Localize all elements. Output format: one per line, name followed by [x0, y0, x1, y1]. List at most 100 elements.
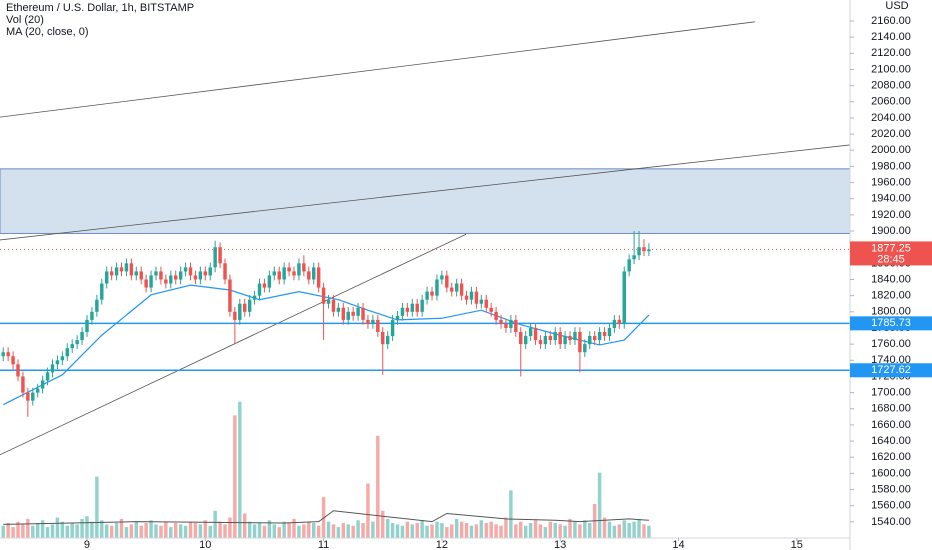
- volume-bar: [346, 524, 350, 538]
- candle-body: [149, 275, 153, 288]
- candle-body: [509, 319, 513, 328]
- candle-body: [297, 263, 301, 276]
- volume-bar: [139, 525, 143, 538]
- volume-bar: [425, 525, 429, 538]
- volume-bar: [445, 527, 449, 538]
- volume-bar: [395, 524, 400, 538]
- candle-body: [341, 307, 346, 320]
- y-tick-label: 2040.00: [871, 112, 911, 124]
- candle-body: [479, 299, 484, 304]
- volume-bar: [316, 525, 321, 538]
- volume-bar: [134, 521, 139, 538]
- candle-body: [316, 267, 321, 288]
- candle-body: [533, 327, 538, 341]
- volume-bar: [538, 524, 543, 538]
- volume-bar: [479, 520, 484, 538]
- volume-bar: [553, 523, 557, 538]
- candle-body: [528, 327, 533, 337]
- volume-bar: [376, 435, 380, 538]
- volume-bar: [415, 523, 419, 538]
- candle-body: [410, 303, 415, 312]
- volume-bar: [287, 523, 291, 538]
- volume-bar: [272, 524, 277, 538]
- volume-bar: [440, 523, 444, 538]
- volume-bar: [75, 524, 79, 538]
- volume-bar: [124, 527, 129, 538]
- candle-body: [420, 299, 424, 312]
- candle-body: [371, 319, 375, 324]
- y-tick-label: 1660.00: [871, 419, 911, 431]
- y-tick-label: 1920.00: [871, 209, 911, 221]
- volume-bar: [228, 517, 232, 538]
- volume-bar: [193, 523, 198, 538]
- volume-bar: [80, 518, 84, 538]
- candle-body: [376, 319, 380, 333]
- y-tick-label: 1740.00: [871, 354, 911, 366]
- candle-body: [523, 336, 528, 345]
- candle-body: [272, 271, 277, 276]
- volume-bar: [262, 525, 267, 538]
- volume-bar: [371, 521, 375, 538]
- volume-bar: [45, 527, 50, 538]
- volume-bar: [504, 517, 508, 538]
- x-tick-label: 9: [84, 539, 90, 550]
- volume-bar: [292, 518, 296, 538]
- y-tick-label: 1600.00: [871, 467, 911, 479]
- candle-body: [85, 319, 89, 333]
- candle-body: [331, 299, 336, 312]
- volume-bar: [55, 517, 60, 538]
- currency-label: USD: [885, 0, 908, 12]
- y-tick-label: 2100.00: [871, 63, 911, 75]
- volume-bar: [173, 523, 178, 538]
- candle-body: [484, 299, 488, 308]
- candle-body: [233, 311, 237, 320]
- volume-bar: [366, 483, 370, 538]
- candle-body: [203, 271, 208, 276]
- volume-bar: [31, 525, 35, 538]
- volume-bar: [208, 525, 212, 538]
- candle-body: [26, 392, 30, 401]
- candle-body: [405, 307, 410, 312]
- volume-bar: [420, 520, 424, 538]
- candle-body: [385, 336, 390, 345]
- candle-body: [164, 279, 168, 284]
- volume-bar: [247, 521, 252, 538]
- candle-body: [11, 356, 15, 365]
- volume-bar: [622, 520, 626, 538]
- volume-bar: [183, 525, 188, 538]
- candle-body: [519, 332, 523, 345]
- candle-body: [193, 275, 198, 280]
- volume-bar: [312, 523, 316, 538]
- candle-body: [198, 271, 203, 280]
- volume-bar: [336, 527, 341, 538]
- volume-bar: [114, 523, 119, 538]
- volume-bar: [578, 524, 582, 538]
- candle-body: [321, 287, 326, 304]
- volume-bar: [469, 525, 474, 538]
- candle-body: [35, 388, 40, 393]
- volume-bar: [381, 510, 385, 538]
- volume-bar: [385, 518, 390, 538]
- candle-body: [262, 283, 267, 288]
- volume-bar: [494, 524, 498, 538]
- candle-body: [553, 332, 557, 341]
- x-tick-label: 13: [554, 539, 566, 550]
- volume-bar: [188, 521, 193, 538]
- x-tick-label: 14: [672, 539, 684, 550]
- y-tick-label: 2060.00: [871, 96, 911, 108]
- volume-bar: [528, 523, 533, 538]
- candle-body: [563, 336, 567, 345]
- candle-body: [464, 295, 469, 300]
- x-tick-label: 15: [791, 539, 803, 550]
- candle-body: [1, 352, 5, 357]
- candle-body: [622, 271, 626, 324]
- volume-bar: [410, 524, 415, 538]
- candle-body: [282, 267, 286, 280]
- volume-bar: [356, 520, 360, 538]
- candle-body: [169, 275, 173, 284]
- candle-body: [346, 311, 350, 320]
- volume-bar: [302, 524, 306, 538]
- candle-body: [208, 267, 212, 276]
- candle-body: [183, 267, 188, 272]
- price-label: 1727.62: [871, 364, 911, 376]
